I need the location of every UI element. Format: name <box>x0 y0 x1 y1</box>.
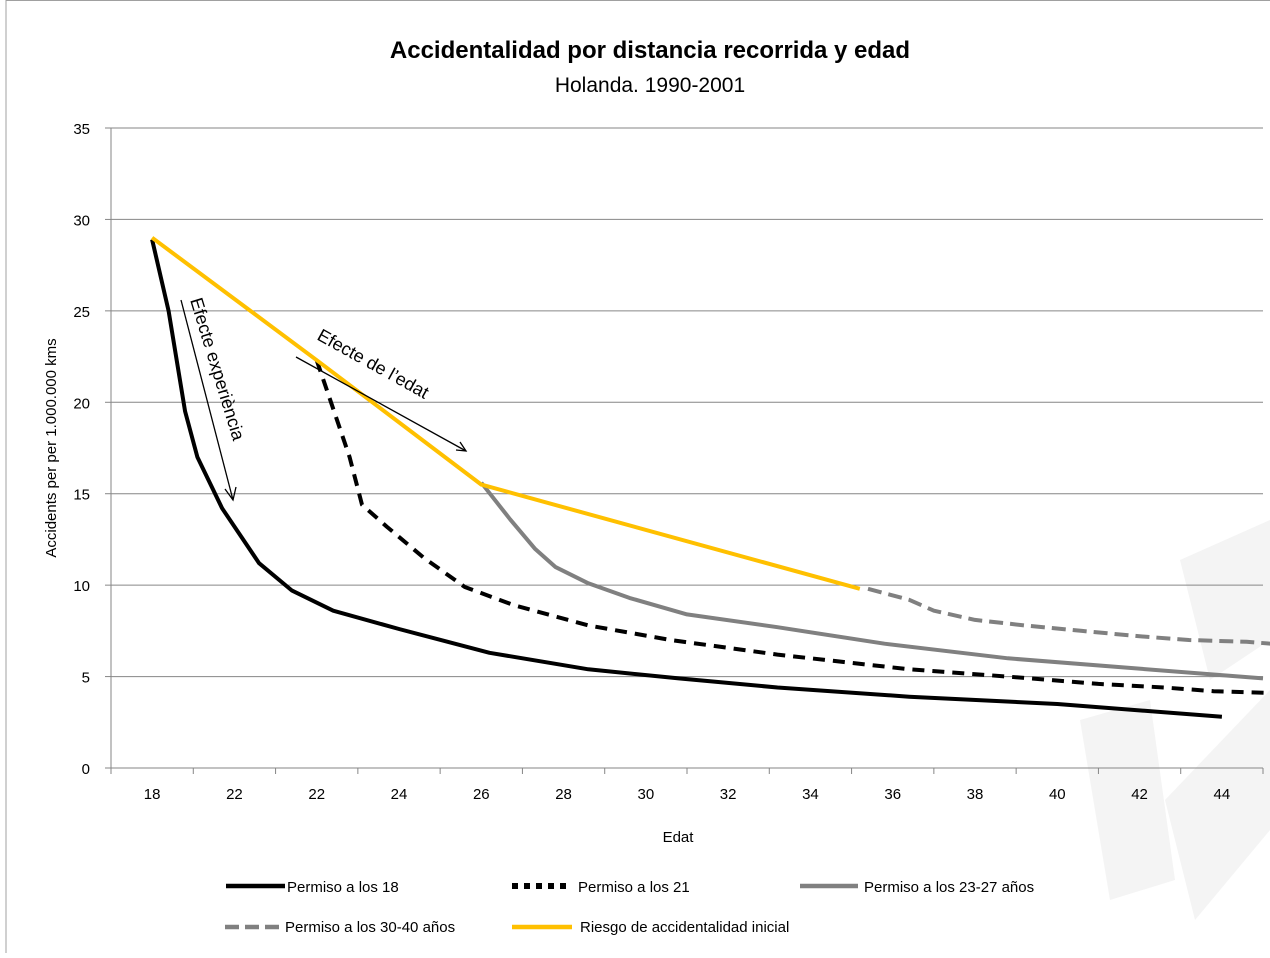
x-tick-label: 22 <box>226 786 243 803</box>
age-arrow-head <box>455 441 468 452</box>
legend: Permiso a los 18 Permiso a los 21 Permis… <box>225 879 1034 936</box>
legend-item-riesgo-inicial: Riesgo de accidentalidad inicial <box>512 919 789 936</box>
y-tick-label: 30 <box>73 212 90 229</box>
series-line-1 <box>150 239 1223 719</box>
legend-label: Riesgo de accidentalidad inicial <box>580 919 789 936</box>
annotation-arrows <box>180 299 468 502</box>
series-line-3 <box>479 481 1264 681</box>
legend-label: Permiso a los 18 <box>287 879 399 896</box>
legend-item-permiso-18: Permiso a los 18 <box>226 879 399 896</box>
experience-arrow-head <box>224 486 237 502</box>
y-tick-label: 25 <box>73 304 90 321</box>
x-tick-label: 44 <box>1214 786 1231 803</box>
x-tick-label: 36 <box>884 786 901 803</box>
series-lines <box>150 236 1270 719</box>
x-axis-label: Edat <box>663 829 695 846</box>
chart-subtitle: Holanda. 1990-2001 <box>555 74 745 97</box>
legend-label: Permiso a los 21 <box>578 879 690 896</box>
series-line-2 <box>314 359 1270 695</box>
y-axis-label: Accidents per per 1.000.000 kms <box>43 338 60 557</box>
x-tick-label: 22 <box>308 786 325 803</box>
x-tick-label: 24 <box>391 786 408 803</box>
legend-item-permiso-23-27: Permiso a los 23-27 años <box>800 879 1034 896</box>
legend-label: Permiso a los 30-40 años <box>285 919 455 936</box>
legend-item-permiso-21: Permiso a los 21 <box>512 879 690 896</box>
age-arrow-line <box>295 356 467 452</box>
chart-title: Accidentalidad por distancia recorrida y… <box>390 37 910 64</box>
y-axis-ticks: 0 5 10 15 20 25 30 35 <box>73 121 112 778</box>
series-line-4 <box>867 586 1270 646</box>
x-tick-label: 40 <box>1049 786 1066 803</box>
y-tick-label: 35 <box>73 121 90 138</box>
legend-label: Permiso a los 23-27 años <box>864 879 1034 896</box>
x-tick-label: 32 <box>720 786 737 803</box>
x-tick-label: 30 <box>638 786 655 803</box>
y-tick-label: 5 <box>82 670 90 687</box>
x-tick-label: 38 <box>967 786 984 803</box>
legend-item-permiso-30-40: Permiso a los 30-40 años <box>225 919 455 936</box>
x-tick-label: 26 <box>473 786 490 803</box>
series-line-5 <box>150 236 861 591</box>
x-tick-label: 28 <box>555 786 572 803</box>
y-tick-label: 0 <box>82 761 90 778</box>
y-tick-label: 20 <box>73 395 90 412</box>
x-tick-label: 34 <box>802 786 819 803</box>
x-tick-label: 18 <box>144 786 161 803</box>
x-tick-label: 42 <box>1131 786 1148 803</box>
experience-arrow-line <box>180 299 234 501</box>
y-tick-label: 10 <box>73 578 90 595</box>
x-axis: 18 22 22 24 26 28 30 32 34 36 38 40 42 44 <box>110 767 1264 803</box>
y-tick-label: 15 <box>73 487 90 504</box>
gridlines <box>111 127 1263 678</box>
